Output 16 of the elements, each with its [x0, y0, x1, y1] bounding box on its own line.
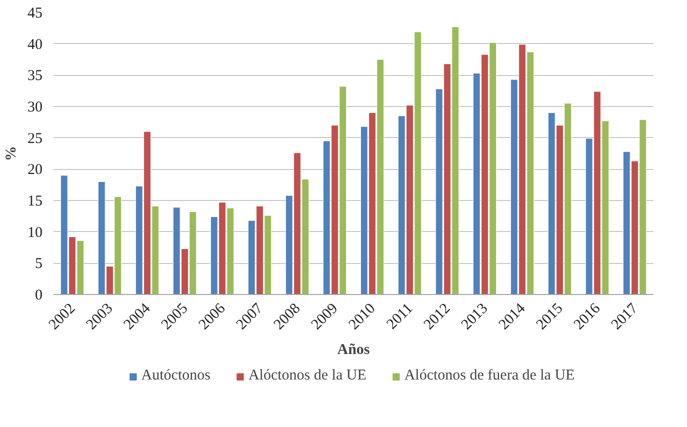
- x-tick-label: 2011: [384, 300, 416, 333]
- y-tick-label: 0: [35, 288, 42, 304]
- y-tick-label: 40: [28, 36, 42, 53]
- y-axis-title: %: [4, 146, 20, 161]
- y-tick-label: 5: [35, 256, 42, 272]
- y-tick-label: 45: [28, 6, 42, 22]
- y-tick-label: 15: [28, 194, 42, 210]
- y-tick-label: 30: [28, 100, 42, 116]
- y-tick-label: 10: [28, 224, 42, 241]
- y-tick-label: 25: [28, 130, 42, 147]
- y-tick-label: 20: [28, 162, 42, 178]
- legend-label: Autóctonos: [141, 368, 210, 384]
- legend-label: Alóctonos de fuera de la UE: [404, 368, 575, 384]
- x-axis-title: Años: [337, 342, 370, 358]
- y-tick-label: 35: [28, 68, 42, 84]
- legend-label: Alóctonos de la UE: [248, 368, 366, 384]
